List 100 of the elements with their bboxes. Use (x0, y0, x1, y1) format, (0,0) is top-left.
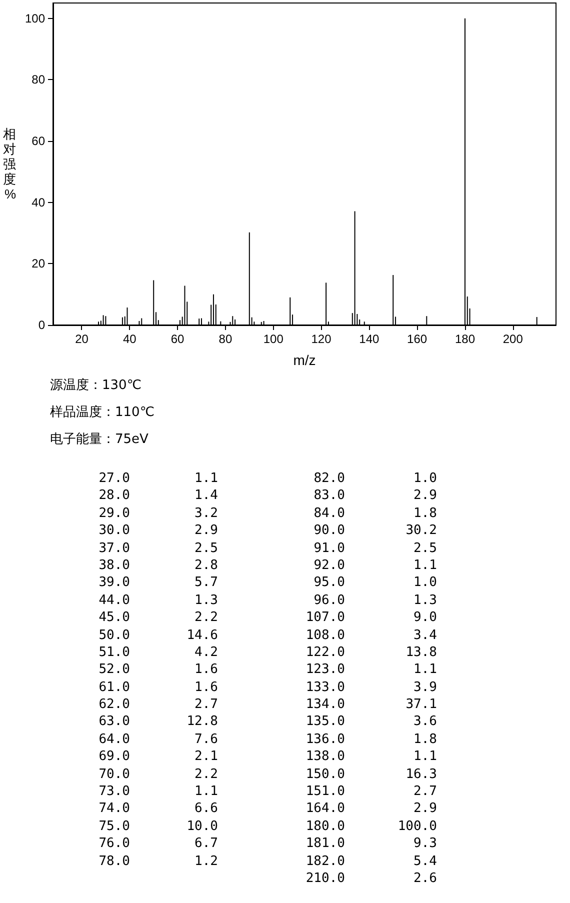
x-tick-label: 140 (359, 332, 380, 346)
text: 181.0 (306, 835, 345, 853)
text: 2.8 (194, 556, 218, 574)
text: 95.0 (312, 574, 345, 592)
text: 136.0 (306, 730, 345, 748)
x-tick-label: 120 (311, 332, 332, 346)
x-tick-label: 60 (170, 332, 185, 346)
x-tick-label: 80 (218, 332, 232, 346)
text: 150.0 (306, 766, 345, 784)
text: 92.0 (312, 556, 345, 574)
y-axis-title: 相对强度% (3, 126, 16, 202)
text: 12.8 (186, 713, 218, 731)
text: 1.8 (412, 504, 437, 522)
text: 10.0 (186, 818, 218, 836)
text: 1.8 (412, 730, 437, 748)
text: 16.3 (404, 766, 437, 784)
text: 5.4 (412, 852, 437, 870)
text: 90.0 (312, 522, 345, 540)
text: 6.7 (194, 835, 218, 853)
text: 29.0 (98, 504, 130, 522)
text: 1.2 (194, 852, 218, 870)
y-tick-label: 100 (24, 11, 46, 26)
text: 61.0 (98, 678, 130, 696)
text: 74.0 (98, 800, 130, 818)
text: 3.2 (194, 504, 218, 522)
text: 2.1 (194, 748, 218, 766)
text: 1.3 (412, 592, 437, 610)
y-tick-label: 60 (32, 134, 46, 148)
text: 1.1 (194, 783, 218, 800)
text: 135.0 (306, 713, 345, 731)
text: 52.0 (98, 661, 130, 679)
text: 3.6 (412, 713, 437, 731)
text: 62.0 (98, 696, 130, 714)
text: 138.0 (306, 748, 345, 766)
text: 2.2 (194, 609, 218, 627)
text: 6.6 (194, 800, 218, 818)
text: 1.1 (412, 556, 437, 574)
y-tick-label: 40 (32, 195, 46, 210)
x-axis-title: m/z (293, 352, 316, 368)
text: 2.5 (412, 540, 437, 557)
text: 9.3 (412, 835, 437, 853)
text: 1.6 (194, 661, 218, 679)
text: 82.0 (312, 470, 345, 488)
text: 69.0 (98, 748, 130, 766)
text: 2.6 (412, 870, 437, 888)
text: 133.0 (306, 678, 345, 696)
text: 1.1 (412, 748, 437, 766)
x-tick-label: 40 (122, 332, 137, 346)
text: 样品温度：110℃ (50, 404, 154, 421)
text: 14.6 (186, 626, 218, 644)
text: 73.0 (98, 783, 130, 800)
text: 38.0 (98, 556, 130, 574)
text: 51.0 (98, 644, 130, 662)
text: 107.0 (306, 609, 345, 627)
text: 134.0 (306, 696, 345, 714)
y-tick-label: 0 (38, 318, 46, 332)
text: 1.1 (412, 661, 437, 679)
text: 1.3 (194, 592, 218, 610)
text: 9.0 (412, 609, 437, 627)
text: 108.0 (306, 626, 345, 644)
y-tick-label: 80 (32, 72, 46, 87)
text: 2.9 (412, 800, 437, 818)
text: 96.0 (312, 592, 345, 610)
text: 44.0 (98, 592, 130, 610)
x-tick-label: 160 (407, 332, 428, 346)
x-tick-label: 100 (263, 332, 284, 346)
text: 70.0 (98, 766, 130, 784)
x-tick-label: 200 (502, 332, 524, 346)
x-tick-label: 20 (75, 332, 89, 346)
text: 1.1 (194, 470, 218, 488)
text: 164.0 (306, 800, 345, 818)
text: 30.0 (98, 522, 130, 540)
text: 3.4 (412, 626, 437, 644)
text: 182.0 (306, 852, 345, 870)
text: 13.8 (404, 644, 437, 662)
text: 2.7 (412, 783, 437, 800)
text: 30.2 (404, 522, 437, 540)
text: 76.0 (98, 835, 130, 853)
text: 151.0 (306, 783, 345, 800)
text: 50.0 (98, 626, 130, 644)
text: 37.1 (404, 696, 437, 714)
text: 64.0 (98, 730, 130, 748)
text: 5.7 (194, 574, 218, 592)
text: 1.0 (412, 470, 437, 488)
text: 1.4 (194, 487, 218, 505)
text: 源温度：130℃ (50, 377, 142, 394)
text: 83.0 (312, 487, 345, 505)
text: 1.6 (194, 678, 218, 696)
text: 84.0 (312, 504, 345, 522)
text: 39.0 (98, 574, 130, 592)
text: 2.7 (194, 696, 218, 714)
text: 7.6 (194, 730, 218, 748)
text: 210.0 (306, 870, 345, 888)
text: 2.9 (194, 522, 218, 540)
text: 2.5 (194, 540, 218, 557)
text: 4.2 (194, 644, 218, 662)
text: 28.0 (98, 487, 130, 505)
text: 75.0 (98, 818, 130, 836)
text: 123.0 (306, 661, 345, 679)
text: 2.9 (412, 487, 437, 505)
